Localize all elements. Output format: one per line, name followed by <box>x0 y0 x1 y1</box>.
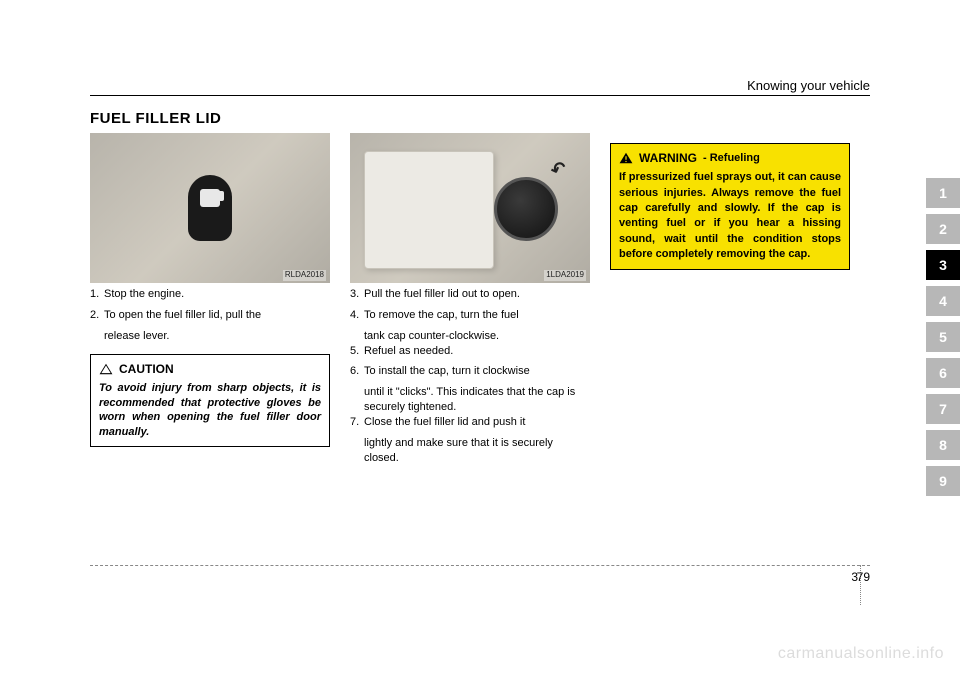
photo-release-lever: RLDA2018 <box>90 133 330 283</box>
tab-6[interactable]: 6 <box>926 358 960 388</box>
tab-1[interactable]: 1 <box>926 178 960 208</box>
tab-4[interactable]: 4 <box>926 286 960 316</box>
warning-body: If pressurized fuel sprays out, it can c… <box>619 170 841 262</box>
caution-body: To avoid injury from sharp objects, it i… <box>99 381 321 440</box>
photo-ref-2: 1LDA2019 <box>544 270 586 281</box>
photo-ref-1: RLDA2018 <box>283 270 326 281</box>
step-number: 1. <box>90 287 104 302</box>
column-3: WARNING - Refueling If pressurized fuel … <box>610 133 850 465</box>
footer-rule: 3 79 <box>90 565 870 597</box>
step-text: To install the cap, turn it clockwise <box>364 364 590 379</box>
tab-3[interactable]: 3 <box>926 250 960 280</box>
step-number: 7. <box>350 415 364 430</box>
step-4: 4. To remove the cap, turn the fuel <box>350 308 590 323</box>
watermark: carmanualsonline.info <box>778 645 944 663</box>
fuel-door-graphic <box>364 151 494 269</box>
tab-7[interactable]: 7 <box>926 394 960 424</box>
step-2-sub: release lever. <box>90 329 330 344</box>
page-footer: 3 79 <box>90 565 870 597</box>
fuel-cap-graphic <box>494 177 558 241</box>
tab-2[interactable]: 2 <box>926 214 960 244</box>
step-6: 6. To install the cap, turn it clockwise <box>350 364 590 379</box>
tab-8[interactable]: 8 <box>926 430 960 460</box>
step-3: 3. Pull the fuel filler lid out to open. <box>350 287 590 302</box>
lever-graphic <box>188 175 232 241</box>
warning-subtitle: - Refueling <box>703 151 760 166</box>
step-6-sub: until it "clicks". This indicates that t… <box>350 385 590 415</box>
section-title: FUEL FILLER LID <box>90 110 870 127</box>
step-number: 6. <box>350 364 364 379</box>
header-rule: Knowing your vehicle <box>90 95 870 96</box>
step-text: Stop the engine. <box>104 287 330 302</box>
column-1: RLDA2018 1. Stop the engine. 2. To open … <box>90 133 330 465</box>
content-columns: RLDA2018 1. Stop the engine. 2. To open … <box>90 133 870 465</box>
step-number: 2. <box>90 308 104 323</box>
step-2: 2. To open the fuel filler lid, pull the <box>90 308 330 323</box>
footer-page-num: 79 <box>857 570 870 584</box>
step-text: To remove the cap, turn the fuel <box>364 308 590 323</box>
step-number: 4. <box>350 308 364 323</box>
step-5: 5. Refuel as needed. <box>350 344 590 359</box>
step-7-sub: lightly and make sure that it is securel… <box>350 436 590 466</box>
photo-fuel-cap: ↶ 1LDA2019 <box>350 133 590 283</box>
step-7: 7. Close the fuel filler lid and push it <box>350 415 590 430</box>
step-4-sub: tank cap counter-clockwise. <box>350 329 590 344</box>
warning-icon <box>619 152 633 164</box>
step-text: Pull the fuel filler lid out to open. <box>364 287 590 302</box>
tab-9[interactable]: 9 <box>926 466 960 496</box>
caution-header: CAUTION <box>99 361 321 377</box>
step-text: Refuel as needed. <box>364 344 590 359</box>
tab-5[interactable]: 5 <box>926 322 960 352</box>
caution-box: CAUTION To avoid injury from sharp objec… <box>90 354 330 448</box>
step-number: 5. <box>350 344 364 359</box>
warning-box: WARNING - Refueling If pressurized fuel … <box>610 143 850 270</box>
fuel-pump-icon <box>200 189 220 207</box>
fuel-pump-nozzle <box>218 191 224 201</box>
caution-icon <box>99 363 113 375</box>
chapter-label: Knowing your vehicle <box>737 78 870 93</box>
warning-title: WARNING <box>639 150 697 166</box>
step-number: 3. <box>350 287 364 302</box>
step-text: Close the fuel filler lid and push it <box>364 415 590 430</box>
chapter-tabs: 1 2 3 4 5 6 7 8 9 <box>926 178 960 502</box>
rotate-arrow-icon: ↶ <box>547 155 569 183</box>
caution-title: CAUTION <box>119 361 174 377</box>
step-text: To open the fuel filler lid, pull the <box>104 308 330 323</box>
step-1: 1. Stop the engine. <box>90 287 330 302</box>
column-2: ↶ 1LDA2019 3. Pull the fuel filler lid o… <box>350 133 590 465</box>
warning-header: WARNING - Refueling <box>619 150 841 166</box>
